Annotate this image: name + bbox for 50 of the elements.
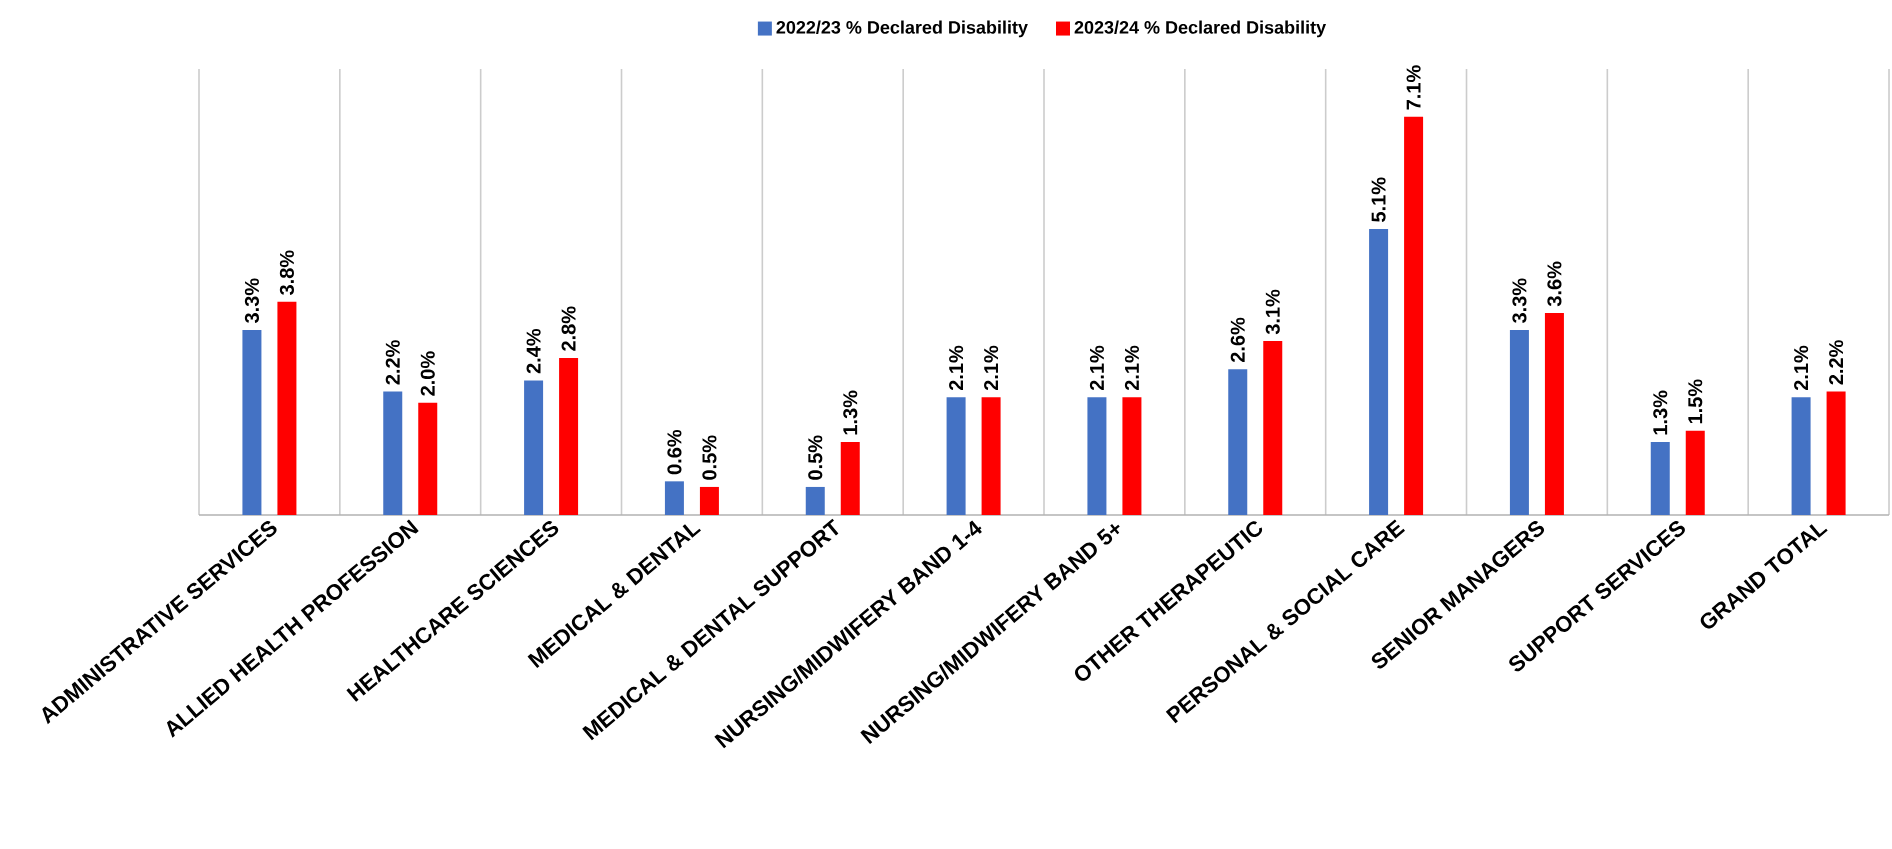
data-label: 2.0% <box>420 351 435 396</box>
data-label: 2.6% <box>1230 317 1245 363</box>
bar <box>1509 329 1529 515</box>
data-label: 0.6% <box>667 429 682 475</box>
bar <box>242 329 262 515</box>
bar <box>277 301 297 515</box>
bar <box>1122 397 1142 515</box>
bar <box>699 486 719 515</box>
bar <box>1685 430 1705 515</box>
bar <box>383 391 403 515</box>
bar <box>1650 442 1670 515</box>
data-label: 2.2% <box>1829 340 1844 385</box>
data-label: 2.8% <box>561 306 576 351</box>
data-label: 2.1% <box>984 345 999 391</box>
data-label: 2.4% <box>526 328 541 374</box>
bar <box>840 442 860 515</box>
bar <box>946 397 966 515</box>
data-label: 3.3% <box>1512 278 1527 324</box>
data-label: 2.1% <box>949 345 964 391</box>
bar <box>1087 397 1107 515</box>
data-label: 3.8% <box>279 250 295 295</box>
bar <box>1263 341 1283 515</box>
data-label: 1.5% <box>1688 379 1703 424</box>
bar <box>1826 391 1846 515</box>
bar <box>805 486 825 515</box>
data-label: 5.1% <box>1371 177 1386 222</box>
data-label: 0.5% <box>808 435 823 480</box>
bar <box>524 380 544 515</box>
data-label: 2.1% <box>1089 345 1104 391</box>
bar <box>1369 228 1389 515</box>
legend-label: 2023/24 % Declared Disability <box>1074 20 1327 38</box>
bar <box>1544 313 1564 515</box>
data-label: 3.6% <box>1547 261 1562 307</box>
data-label: 7.1% <box>1406 65 1421 110</box>
data-label: 1.3% <box>1653 390 1668 435</box>
data-label: 2.2% <box>385 340 400 385</box>
data-label: 2.1% <box>1124 345 1139 391</box>
data-label: 3.1% <box>1265 289 1280 335</box>
legend-label: 2022/23 % Declared Disability <box>776 20 1028 38</box>
bar <box>1228 369 1248 515</box>
data-label: 3.3% <box>244 278 260 324</box>
data-label: 1.3% <box>843 390 858 435</box>
data-label: 0.5% <box>702 435 717 480</box>
bar <box>1791 397 1811 515</box>
bar <box>559 357 579 515</box>
bar <box>418 402 438 515</box>
bar <box>664 481 684 515</box>
data-label: 2.1% <box>1794 345 1809 391</box>
bar <box>1404 116 1424 515</box>
bar <box>981 397 1001 515</box>
